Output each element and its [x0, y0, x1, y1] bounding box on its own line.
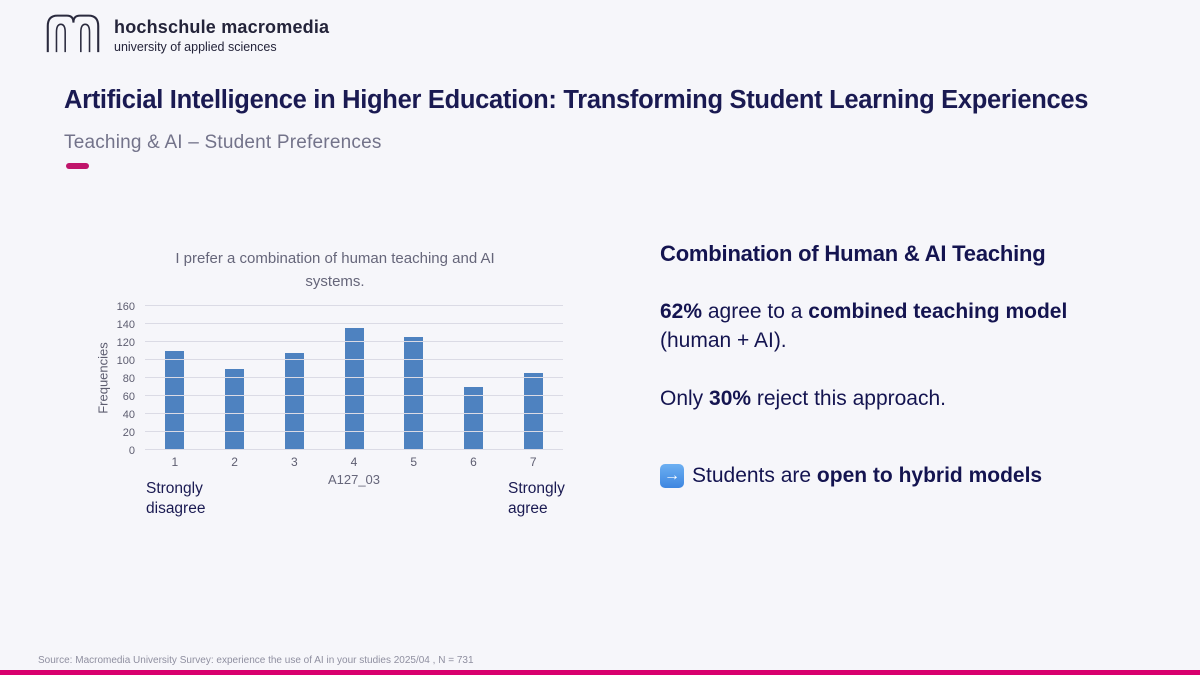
page-title: Artificial Intelligence in Higher Educat… — [64, 86, 1089, 114]
x-tick-5: 5 — [410, 455, 418, 469]
bar-3 — [284, 352, 304, 450]
conclusion-row: → Students are open to hybrid models — [660, 464, 1042, 488]
insight-paragraph-agree: 62% agree to a combined teaching model (h… — [660, 300, 1068, 352]
chart-title-line2: systems. — [305, 273, 365, 290]
bar-1 — [165, 351, 185, 450]
y-tick-0: 0 — [128, 445, 135, 457]
bar-2 — [225, 369, 245, 450]
bar-slot-5 — [384, 336, 444, 450]
x-tick-7: 7 — [529, 455, 537, 469]
x-tick-3: 3 — [290, 455, 298, 469]
annotation-strongly-disagree: Strongly disagree — [146, 479, 205, 519]
gridline-40 — [145, 413, 563, 414]
gridline-100 — [145, 359, 563, 360]
bar-slot-6 — [444, 387, 504, 450]
y-tick-20: 20 — [122, 427, 135, 439]
insight-heading: Combination of Human & AI Teaching — [660, 241, 1046, 266]
bar-5 — [404, 336, 424, 450]
gridline-0 — [145, 449, 563, 450]
bar-slot-1 — [145, 351, 205, 450]
y-tick-100: 100 — [116, 355, 135, 367]
y-tick-120: 120 — [116, 337, 135, 349]
source-note: Source: Macromedia University Survey: ex… — [38, 655, 474, 666]
bottom-accent-bar — [0, 670, 1200, 675]
bar-slot-2 — [205, 369, 265, 450]
plot-area — [145, 305, 563, 450]
gridline-120 — [145, 341, 563, 342]
accent-dash — [66, 163, 89, 169]
gridline-80 — [145, 377, 563, 378]
x-axis-title: A127_03 — [327, 472, 381, 487]
logo-subtitle: university of applied sciences — [114, 40, 277, 54]
annotation-left-line2: disagree — [146, 500, 206, 517]
bars-row — [145, 306, 563, 450]
page-subtitle: Teaching & AI – Student Preferences — [64, 132, 382, 153]
x-tick-1: 1 — [171, 455, 179, 469]
insight-paragraph-reject: Only 30% reject this approach. — [660, 387, 946, 410]
macromedia-m-logo-icon — [45, 13, 101, 58]
chart-title-line1: I prefer a combination of human teaching… — [175, 250, 495, 267]
gridline-60 — [145, 395, 563, 396]
annotation-strongly-agree: Strongly agree — [508, 479, 565, 519]
header-logo: hochschule macromedia university of appl… — [45, 13, 329, 58]
x-tick-6: 6 — [470, 455, 477, 469]
y-tick-80: 80 — [122, 373, 135, 385]
y-tick-160: 160 — [116, 301, 135, 313]
x-tick-4: 4 — [350, 455, 358, 469]
arrow-right-icon: → — [660, 464, 684, 488]
conclusion-text: Students are open to hybrid models — [692, 464, 1043, 487]
y-tick-40: 40 — [122, 409, 135, 421]
y-tick-140: 140 — [116, 319, 135, 331]
gridline-140 — [145, 323, 563, 324]
bar-4 — [344, 327, 364, 450]
x-axis-labels: 1 2 3 4 5 6 7 — [145, 455, 563, 469]
y-axis-labels: 0 20 40 60 80 100 120 140 160 — [95, 301, 139, 457]
annotation-left-line1: Strongly — [146, 480, 203, 497]
bar-6 — [463, 387, 483, 450]
gridline-160 — [145, 305, 563, 306]
annotation-right-line2: agree — [508, 500, 548, 517]
bar-slot-3 — [264, 352, 324, 450]
logo-title: hochschule macromedia — [114, 17, 330, 37]
bar-7 — [523, 372, 543, 450]
y-tick-60: 60 — [122, 391, 135, 403]
annotation-right-line1: Strongly — [508, 480, 565, 497]
logo-wordmark: hochschule macromedia university of appl… — [114, 17, 329, 54]
x-tick-2: 2 — [231, 455, 238, 469]
bar-slot-4 — [324, 327, 384, 450]
bar-slot-7 — [503, 372, 563, 450]
chart-title: I prefer a combination of human teaching… — [120, 247, 550, 293]
gridline-20 — [145, 431, 563, 432]
